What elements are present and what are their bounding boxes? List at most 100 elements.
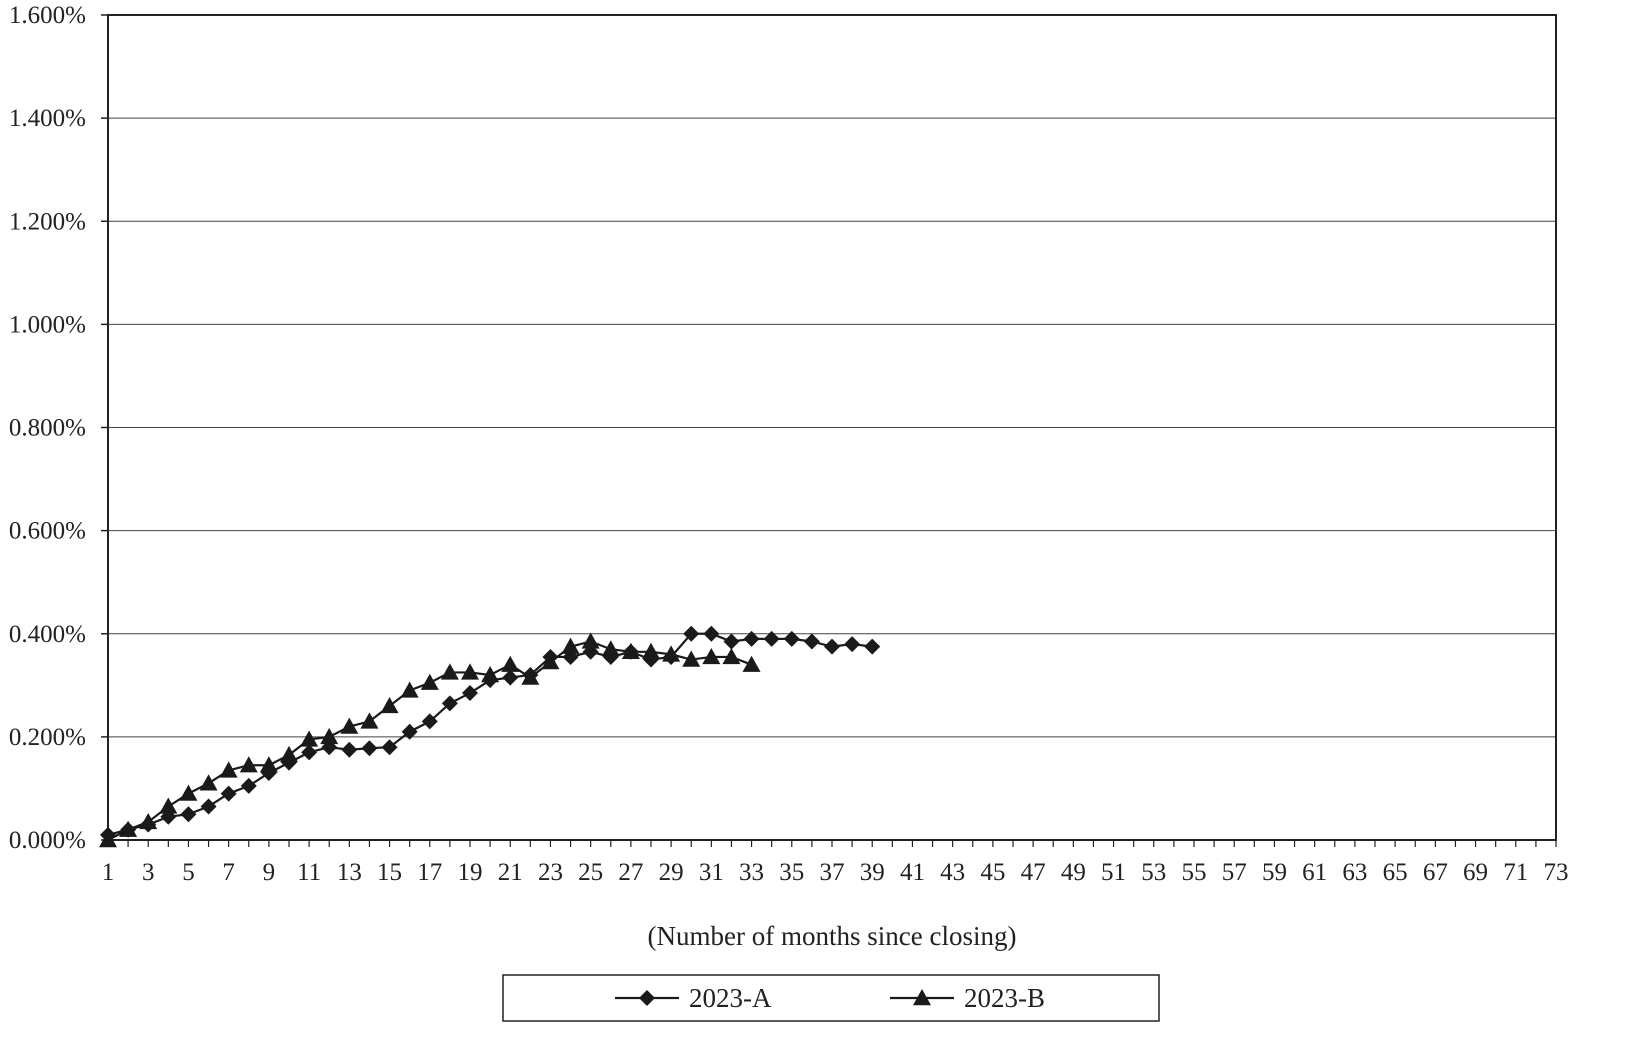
- x-tick-label: 11: [297, 859, 321, 886]
- data-point-triangle: [601, 640, 620, 657]
- x-tick-label: 15: [377, 859, 402, 886]
- data-point-triangle: [239, 756, 258, 773]
- data-point-triangle: [501, 655, 520, 672]
- x-tick-label: 9: [263, 859, 276, 886]
- x-tick-label: 73: [1544, 859, 1569, 886]
- x-tick-label: 71: [1503, 859, 1528, 886]
- y-tick-label: 1.400%: [9, 105, 86, 132]
- x-tick-label: 57: [1222, 859, 1247, 886]
- data-point-triangle: [219, 761, 238, 778]
- x-tick-label: 13: [337, 859, 362, 886]
- data-point-triangle: [541, 653, 560, 670]
- x-tick-label: 29: [659, 859, 684, 886]
- x-tick-label: 7: [222, 859, 235, 886]
- data-point-triangle: [420, 673, 439, 690]
- legend: 2023-A 2023-B: [502, 974, 1160, 1022]
- x-tick-label: 51: [1101, 859, 1126, 886]
- data-point-diamond: [864, 638, 881, 655]
- data-point-triangle: [119, 820, 138, 837]
- x-tick-label: 55: [1182, 859, 1207, 886]
- x-tick-label: 1: [102, 859, 115, 886]
- series-2023-A: [100, 625, 881, 843]
- data-point-triangle: [139, 812, 158, 830]
- data-point-triangle: [280, 745, 298, 763]
- data-point-triangle: [722, 647, 741, 665]
- data-point-triangle: [179, 784, 198, 801]
- data-point-diamond: [220, 785, 237, 802]
- data-point-triangle: [259, 756, 278, 773]
- data-point-diamond: [683, 625, 700, 642]
- data-point-diamond: [502, 669, 519, 686]
- data-point-triangle: [340, 717, 359, 734]
- data-point-triangle: [521, 668, 540, 685]
- legend-items: 2023-A 2023-B: [615, 983, 1045, 1013]
- data-point-triangle: [99, 831, 117, 848]
- y-tick-label: 0.400%: [9, 621, 86, 648]
- legend-item-2023-A: 2023-A: [615, 983, 772, 1013]
- data-point-diamond: [441, 695, 458, 712]
- data-point-triangle: [159, 797, 178, 814]
- x-tick-label: 25: [578, 859, 603, 886]
- x-tick-label: 3: [142, 859, 155, 886]
- data-point-diamond: [240, 777, 257, 794]
- x-tick-label: 37: [820, 859, 845, 886]
- legend-label: 2023-B: [964, 983, 1045, 1013]
- data-point-diamond: [180, 806, 197, 823]
- data-point-diamond: [763, 630, 780, 647]
- x-tick-label: 63: [1342, 859, 1367, 886]
- y-tick-label: 0.600%: [9, 518, 86, 545]
- data-point-triangle: [581, 632, 600, 649]
- data-point-diamond: [200, 798, 217, 815]
- data-point-triangle: [561, 637, 580, 654]
- x-tick-label: 59: [1262, 859, 1287, 886]
- data-point-diamond: [743, 630, 760, 647]
- y-tick-label: 0.800%: [9, 415, 86, 442]
- series-2023-B: [99, 632, 761, 848]
- data-point-diamond: [703, 625, 720, 642]
- legend-box: [502, 974, 1160, 1022]
- x-tick-label: 35: [779, 859, 804, 886]
- data-point-diamond: [824, 638, 840, 655]
- data-point-triangle: [481, 666, 500, 683]
- data-point-diamond: [341, 741, 358, 758]
- data-point-triangle: [621, 642, 640, 659]
- data-point-diamond: [301, 744, 318, 761]
- x-axis-title: (Number of months since closing): [648, 921, 1017, 951]
- data-point-triangle: [642, 642, 660, 659]
- x-axis-ticks: 1 3 5 7 9 11 13 15 17 19 21 23 25 27 29 31 33 35 37 39 41 43 4…: [102, 840, 1569, 886]
- data-point-diamond: [844, 636, 861, 653]
- data-point-triangle: [662, 645, 681, 662]
- x-tick-label: 69: [1463, 859, 1488, 886]
- x-tick-label: 45: [980, 859, 1005, 886]
- legend-item-2023-B: 2023-B: [890, 983, 1045, 1013]
- x-tick-label: 31: [699, 859, 724, 886]
- x-tick-label: 53: [1141, 859, 1166, 886]
- data-point-diamond: [381, 739, 398, 756]
- data-point-diamond: [462, 685, 478, 702]
- y-tick-label: 1.200%: [9, 208, 86, 235]
- data-point-diamond: [723, 633, 740, 650]
- data-point-triangle: [400, 681, 419, 698]
- x-tick-label: 47: [1021, 859, 1046, 886]
- x-tick-label: 67: [1423, 859, 1448, 886]
- data-point-triangle: [913, 989, 931, 1006]
- x-tick-label: 43: [940, 859, 965, 886]
- y-tick-label: 0.200%: [9, 724, 86, 751]
- data-point-triangle: [682, 650, 701, 667]
- x-tick-label: 33: [739, 859, 764, 886]
- data-point-diamond: [803, 633, 820, 650]
- x-tick-label: 5: [182, 859, 195, 886]
- data-point-triangle: [742, 655, 761, 672]
- x-tick-label: 27: [618, 859, 643, 886]
- x-tick-label: 17: [417, 859, 442, 886]
- series-layer: [99, 625, 881, 848]
- legend-label: 2023-A: [689, 983, 772, 1013]
- x-tick-label: 39: [860, 859, 885, 886]
- y-tick-label: 1.600%: [9, 2, 86, 29]
- data-point-triangle: [360, 712, 379, 729]
- data-point-triangle: [320, 727, 339, 745]
- data-point-triangle: [440, 663, 459, 680]
- series-line: [107, 632, 873, 836]
- y-tick-label: 0.000%: [9, 827, 86, 854]
